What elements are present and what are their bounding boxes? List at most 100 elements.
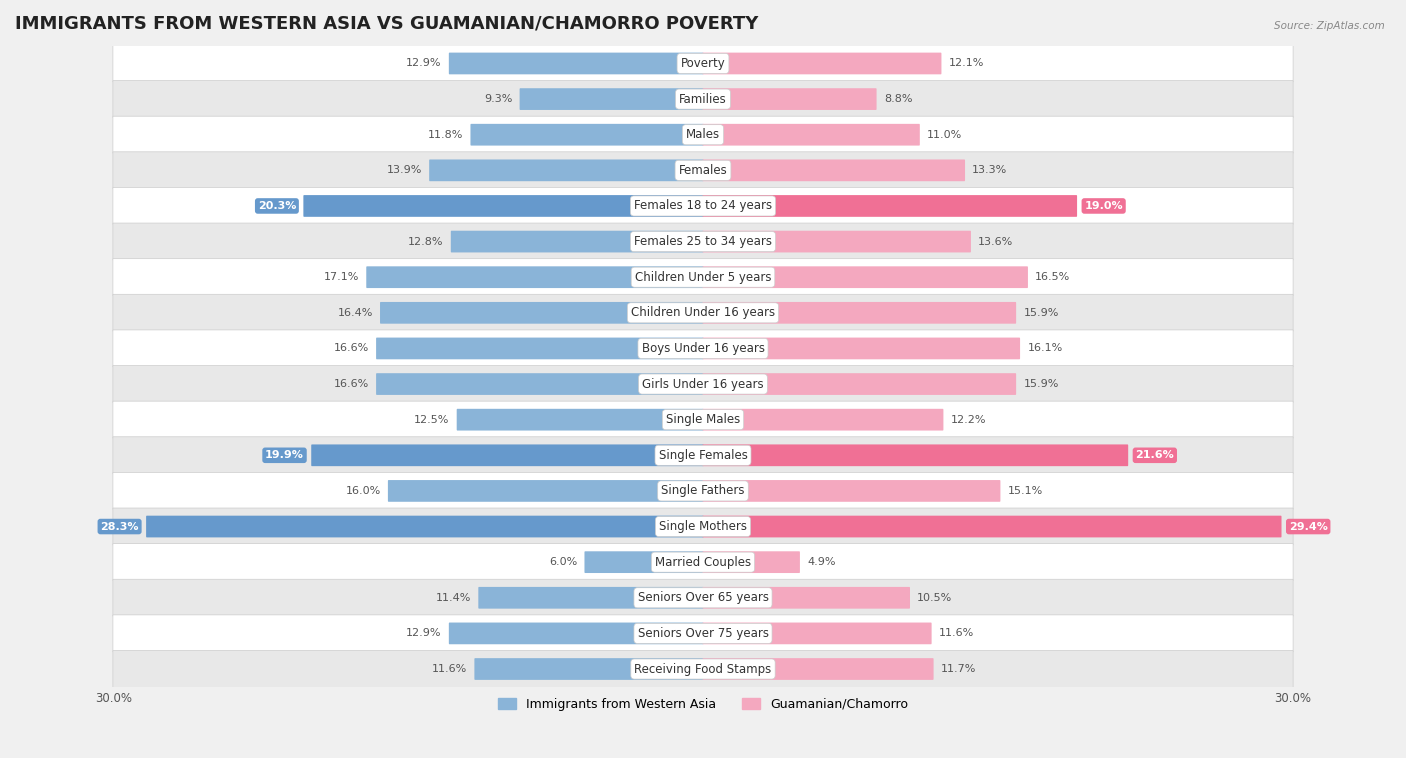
Text: 21.6%: 21.6% <box>1136 450 1174 460</box>
FancyBboxPatch shape <box>703 515 1281 537</box>
FancyBboxPatch shape <box>703 52 942 74</box>
Text: Single Fathers: Single Fathers <box>661 484 745 497</box>
FancyBboxPatch shape <box>112 543 1294 581</box>
Text: 12.9%: 12.9% <box>406 628 441 638</box>
FancyBboxPatch shape <box>703 480 1001 502</box>
FancyBboxPatch shape <box>703 587 910 609</box>
FancyBboxPatch shape <box>449 622 703 644</box>
FancyBboxPatch shape <box>112 223 1294 260</box>
Text: Males: Males <box>686 128 720 141</box>
Text: 11.7%: 11.7% <box>941 664 976 674</box>
Text: Boys Under 16 years: Boys Under 16 years <box>641 342 765 355</box>
Text: Children Under 5 years: Children Under 5 years <box>634 271 772 283</box>
Text: 11.6%: 11.6% <box>432 664 467 674</box>
Text: 16.5%: 16.5% <box>1035 272 1070 282</box>
FancyBboxPatch shape <box>703 159 965 181</box>
Text: 15.9%: 15.9% <box>1024 379 1059 389</box>
Text: 16.6%: 16.6% <box>333 343 368 353</box>
Text: 16.4%: 16.4% <box>337 308 373 318</box>
FancyBboxPatch shape <box>585 551 703 573</box>
FancyBboxPatch shape <box>703 373 1017 395</box>
FancyBboxPatch shape <box>703 88 876 110</box>
FancyBboxPatch shape <box>703 302 1017 324</box>
FancyBboxPatch shape <box>112 187 1294 224</box>
Text: Females 25 to 34 years: Females 25 to 34 years <box>634 235 772 248</box>
Text: 12.2%: 12.2% <box>950 415 986 424</box>
Text: 12.1%: 12.1% <box>949 58 984 68</box>
Text: 13.9%: 13.9% <box>387 165 422 175</box>
FancyBboxPatch shape <box>112 80 1294 117</box>
FancyBboxPatch shape <box>112 401 1294 438</box>
Text: 9.3%: 9.3% <box>484 94 512 104</box>
Text: 4.9%: 4.9% <box>807 557 835 567</box>
Text: Females: Females <box>679 164 727 177</box>
Text: 16.0%: 16.0% <box>346 486 381 496</box>
Text: 6.0%: 6.0% <box>548 557 578 567</box>
FancyBboxPatch shape <box>112 294 1294 331</box>
FancyBboxPatch shape <box>112 365 1294 402</box>
Text: Poverty: Poverty <box>681 57 725 70</box>
FancyBboxPatch shape <box>375 373 703 395</box>
Text: 28.3%: 28.3% <box>100 522 139 531</box>
FancyBboxPatch shape <box>703 337 1021 359</box>
Text: IMMIGRANTS FROM WESTERN ASIA VS GUAMANIAN/CHAMORRO POVERTY: IMMIGRANTS FROM WESTERN ASIA VS GUAMANIA… <box>15 15 758 33</box>
FancyBboxPatch shape <box>474 658 703 680</box>
FancyBboxPatch shape <box>112 116 1294 153</box>
Text: Single Mothers: Single Mothers <box>659 520 747 533</box>
FancyBboxPatch shape <box>703 444 1128 466</box>
Text: 19.9%: 19.9% <box>266 450 304 460</box>
FancyBboxPatch shape <box>703 551 800 573</box>
FancyBboxPatch shape <box>304 195 703 217</box>
FancyBboxPatch shape <box>112 508 1294 545</box>
FancyBboxPatch shape <box>703 124 920 146</box>
Text: 13.6%: 13.6% <box>979 236 1014 246</box>
FancyBboxPatch shape <box>457 409 703 431</box>
Text: 11.6%: 11.6% <box>939 628 974 638</box>
Text: 16.6%: 16.6% <box>333 379 368 389</box>
Text: Children Under 16 years: Children Under 16 years <box>631 306 775 319</box>
FancyBboxPatch shape <box>478 587 703 609</box>
Text: Receiving Food Stamps: Receiving Food Stamps <box>634 662 772 675</box>
FancyBboxPatch shape <box>703 622 932 644</box>
Text: 16.1%: 16.1% <box>1028 343 1063 353</box>
Text: 12.8%: 12.8% <box>408 236 443 246</box>
FancyBboxPatch shape <box>112 615 1294 652</box>
Text: 20.3%: 20.3% <box>257 201 297 211</box>
FancyBboxPatch shape <box>520 88 703 110</box>
Text: 15.9%: 15.9% <box>1024 308 1059 318</box>
FancyBboxPatch shape <box>451 230 703 252</box>
FancyBboxPatch shape <box>112 152 1294 189</box>
Text: Single Females: Single Females <box>658 449 748 462</box>
FancyBboxPatch shape <box>112 472 1294 509</box>
Text: Married Couples: Married Couples <box>655 556 751 568</box>
FancyBboxPatch shape <box>703 266 1028 288</box>
FancyBboxPatch shape <box>112 45 1294 82</box>
Text: 10.5%: 10.5% <box>917 593 952 603</box>
Text: Source: ZipAtlas.com: Source: ZipAtlas.com <box>1274 21 1385 31</box>
FancyBboxPatch shape <box>429 159 703 181</box>
FancyBboxPatch shape <box>703 409 943 431</box>
Text: 13.3%: 13.3% <box>973 165 1008 175</box>
Text: 15.1%: 15.1% <box>1008 486 1043 496</box>
FancyBboxPatch shape <box>112 330 1294 367</box>
FancyBboxPatch shape <box>112 650 1294 688</box>
FancyBboxPatch shape <box>146 515 703 537</box>
Text: 11.0%: 11.0% <box>927 130 962 139</box>
Text: 29.4%: 29.4% <box>1289 522 1327 531</box>
FancyBboxPatch shape <box>112 258 1294 296</box>
FancyBboxPatch shape <box>112 579 1294 616</box>
Text: 12.5%: 12.5% <box>413 415 450 424</box>
Legend: Immigrants from Western Asia, Guamanian/Chamorro: Immigrants from Western Asia, Guamanian/… <box>492 693 914 716</box>
Text: 11.4%: 11.4% <box>436 593 471 603</box>
FancyBboxPatch shape <box>380 302 703 324</box>
FancyBboxPatch shape <box>112 437 1294 474</box>
FancyBboxPatch shape <box>703 195 1077 217</box>
Text: 17.1%: 17.1% <box>323 272 359 282</box>
Text: Females 18 to 24 years: Females 18 to 24 years <box>634 199 772 212</box>
FancyBboxPatch shape <box>388 480 703 502</box>
Text: Seniors Over 65 years: Seniors Over 65 years <box>637 591 769 604</box>
Text: 12.9%: 12.9% <box>406 58 441 68</box>
Text: 19.0%: 19.0% <box>1084 201 1123 211</box>
FancyBboxPatch shape <box>375 337 703 359</box>
FancyBboxPatch shape <box>449 52 703 74</box>
